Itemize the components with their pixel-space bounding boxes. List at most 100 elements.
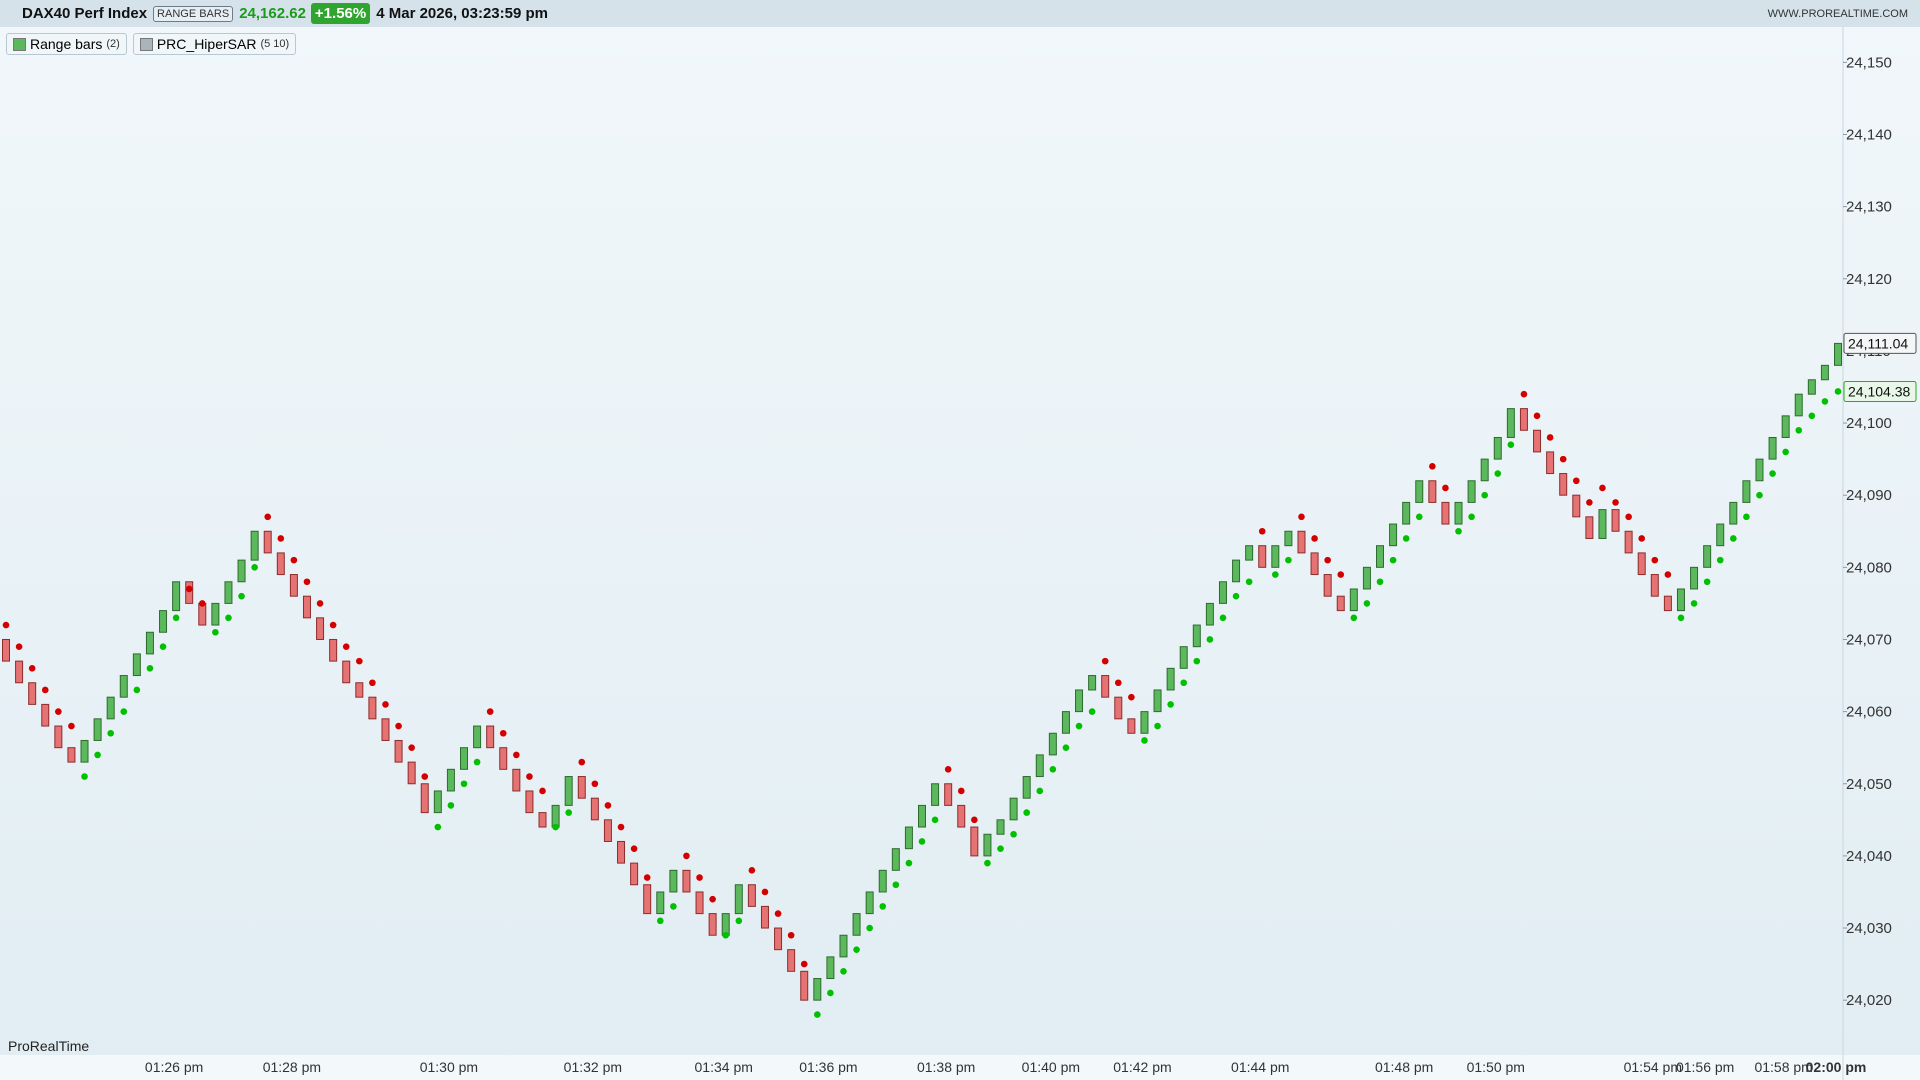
- sar-dot: [499, 729, 507, 737]
- range-bar: [669, 869, 678, 893]
- range-bar: [512, 768, 521, 792]
- range-bar: [1205, 602, 1214, 626]
- sar-dot: [1298, 513, 1305, 521]
- legend-label: PRC_HiperSAR: [156, 36, 257, 52]
- sar-dot: [1559, 455, 1567, 463]
- sar-dot: [617, 823, 625, 831]
- sar-dot: [565, 809, 572, 816]
- sar-dot: [172, 614, 180, 622]
- range-bar: [329, 638, 338, 662]
- sar-dot: [264, 513, 272, 521]
- range-bar: [276, 552, 285, 576]
- sar-dot: [552, 823, 559, 831]
- sar-dot: [1494, 470, 1502, 477]
- datetime: 4 Mar 2026, 03:23:59 pm: [376, 5, 548, 22]
- sar-dot: [107, 729, 114, 737]
- sar-dot: [447, 802, 455, 809]
- x-tick-label: 01:28 pm: [263, 1059, 321, 1075]
- range-bar: [617, 840, 626, 864]
- sar-dot: [1533, 412, 1541, 420]
- range-bar: [368, 696, 377, 720]
- range-bar: [119, 675, 128, 698]
- range-bar: [734, 884, 743, 915]
- sar-dot: [1572, 477, 1580, 485]
- range-bar: [1075, 689, 1084, 713]
- range-bar: [1493, 436, 1502, 460]
- sar-dot: [251, 564, 258, 571]
- range-bar: [774, 927, 783, 951]
- sar-dot: [1036, 787, 1044, 795]
- sar-dot: [1782, 448, 1789, 456]
- range-bar: [996, 819, 1005, 835]
- range-bar: [1179, 646, 1188, 669]
- sar-dot: [918, 838, 926, 845]
- range-bar: [695, 891, 704, 915]
- range-bar: [1506, 408, 1515, 438]
- sar-dot: [434, 823, 442, 831]
- range-bar: [1598, 509, 1607, 539]
- sar-dot: [1101, 657, 1109, 665]
- sar-dot: [670, 903, 677, 910]
- sar-dot: [1075, 722, 1083, 730]
- range-bar: [250, 530, 259, 561]
- y-tick-label: 24,140: [1846, 126, 1892, 143]
- legend-item[interactable]: Range bars (2): [6, 33, 127, 55]
- sar-dot: [1821, 398, 1829, 405]
- sar-dot: [1638, 535, 1646, 542]
- y-tick-label: 24,060: [1846, 704, 1892, 721]
- legend-label: Range bars: [30, 36, 103, 52]
- range-bar: [1218, 581, 1227, 604]
- range-bar: [381, 718, 390, 741]
- x-tick-label: 02:00 pm: [1806, 1059, 1867, 1075]
- range-bar: [839, 934, 848, 958]
- range-bar: [80, 739, 89, 763]
- range-bar: [1519, 408, 1528, 431]
- sar-dot: [696, 874, 703, 881]
- chart-mode: RANGE BARS: [153, 5, 234, 22]
- y-tick-label: 24,020: [1846, 992, 1892, 1009]
- range-bar: [800, 970, 809, 1001]
- sar-dot: [774, 910, 782, 917]
- range-bar: [302, 595, 311, 619]
- sar-dot: [41, 686, 49, 694]
- range-bar: [1820, 364, 1829, 381]
- range-bar: [289, 574, 298, 597]
- sar-dot: [198, 600, 206, 607]
- range-bar: [211, 602, 220, 626]
- sar-dot: [643, 874, 651, 881]
- range-bar: [1362, 566, 1371, 590]
- range-bar: [826, 956, 835, 980]
- legend-item[interactable]: PRC_HiperSAR (5 10): [132, 33, 297, 55]
- x-tick-label: 01:30 pm: [420, 1059, 478, 1075]
- sar-dot: [1743, 513, 1750, 521]
- x-axis-background: [0, 1055, 1920, 1080]
- sar-dot: [1703, 578, 1711, 586]
- range-bar: [1127, 718, 1136, 734]
- sar-dot: [1049, 766, 1057, 773]
- range-bar: [1781, 415, 1790, 438]
- range-bar: [420, 783, 429, 814]
- y-tick-label: 24,030: [1846, 920, 1892, 937]
- sar-dot: [1520, 390, 1528, 398]
- price-tag-box: [1843, 332, 1917, 354]
- sar-dot: [15, 643, 23, 650]
- sar-dot: [329, 621, 337, 629]
- sar-dot: [800, 960, 808, 968]
- range-bar: [1611, 509, 1620, 532]
- range-bar: [433, 790, 442, 814]
- range-bar: [1480, 458, 1489, 482]
- x-tick-label: 01:32 pm: [564, 1059, 622, 1075]
- price-tag-label: 24,111.04: [1848, 335, 1908, 351]
- sar-dot: [892, 881, 900, 889]
- x-tick-label: 01:56 pm: [1676, 1059, 1734, 1075]
- sar-dot: [290, 556, 298, 564]
- range-bar: [1232, 559, 1241, 583]
- range-bar: [15, 660, 24, 684]
- sar-dot: [460, 780, 468, 788]
- range-bar: [460, 747, 468, 770]
- x-tick-label: 01:34 pm: [695, 1059, 753, 1075]
- sar-dot: [944, 766, 952, 773]
- sar-dot: [630, 845, 638, 852]
- range-bar: [1755, 458, 1764, 482]
- y-tick-label: 24,150: [1846, 54, 1892, 71]
